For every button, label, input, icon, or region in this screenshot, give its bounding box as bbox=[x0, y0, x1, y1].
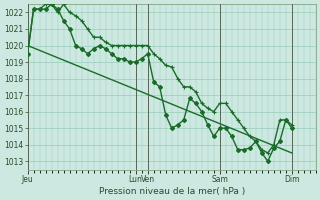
X-axis label: Pression niveau de la mer( hPa ): Pression niveau de la mer( hPa ) bbox=[99, 187, 245, 196]
